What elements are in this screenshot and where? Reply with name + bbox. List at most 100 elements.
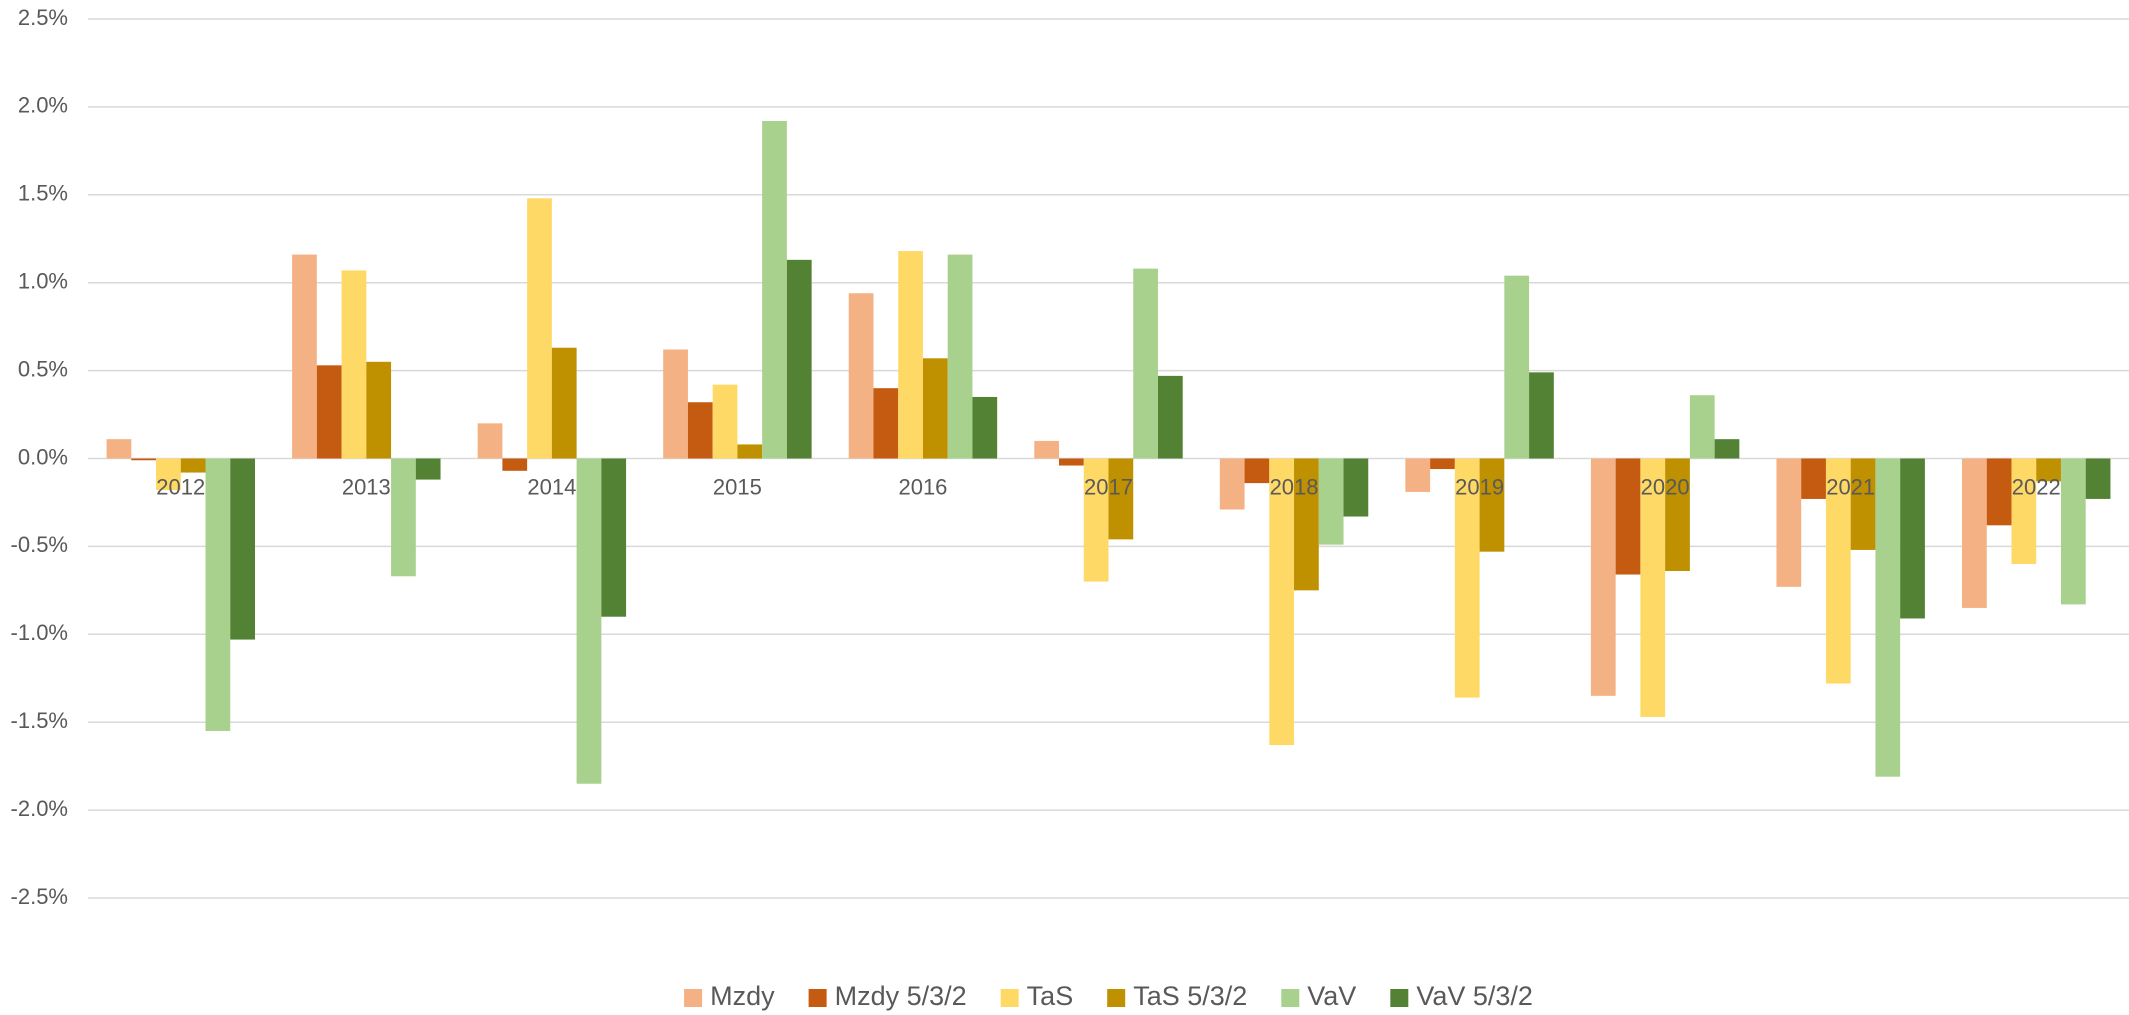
bar [1529,372,1554,459]
bar [106,439,132,459]
bar [873,388,899,459]
legend-swatch [1281,989,1300,1007]
bar [2085,458,2111,499]
legend-swatch [808,989,827,1007]
x-tick-label: 2018 [1270,474,1319,499]
bar [663,349,688,459]
legend-swatch [684,989,703,1007]
bar [1640,458,1666,717]
legend-swatch [1107,989,1126,1007]
legend: Mzdy Mzdy 5/3/2 TaS TaS 5/3/2 VaV VaV 5/3/2 [684,981,1533,1011]
bar [1454,458,1480,698]
y-tick-label: 0.5% [18,356,68,381]
bar [341,270,367,459]
bar [205,458,231,731]
bar [1294,458,1319,591]
bar [1665,458,1690,572]
bar [292,254,317,459]
legend-swatch [1000,989,1019,1007]
bar [366,361,392,459]
x-tick-label: 2017 [1084,474,1133,499]
bar [1850,458,1876,550]
x-tick-label: 2012 [156,474,205,499]
bar [1343,458,1369,517]
bar [2060,458,2086,605]
bar [1059,458,1084,466]
legend-swatch [1390,989,1409,1007]
bar [922,358,948,459]
bar [1615,458,1641,575]
bar [527,198,552,459]
bar [898,251,923,459]
x-tick-label: 2014 [527,474,576,499]
bar [1318,458,1344,545]
bar [1430,458,1455,470]
bar [848,293,874,459]
bar [551,347,577,459]
y-tick-label: -2.5% [11,884,68,909]
bar [1875,458,1901,777]
y-tick-label: -1.5% [11,708,68,733]
bar [415,458,441,480]
legend-label: Mzdy 5/3/2 [835,981,967,1011]
bar [947,254,973,459]
y-tick-label: -2.0% [11,796,68,821]
bar [762,120,787,459]
y-tick-label: 2.5% [18,5,68,30]
bar [972,396,998,459]
legend-label: TaS 5/3/2 [1133,981,1247,1011]
bar [1108,458,1134,540]
bar [601,458,627,617]
bar [1714,439,1740,459]
bar [1405,458,1431,492]
y-tick-label: 0.0% [18,444,68,469]
x-tick-label: 2013 [342,474,391,499]
legend-label: VaV [1307,981,1356,1011]
y-tick-label: 1.5% [18,181,68,206]
bar [230,458,255,640]
bar [576,458,602,784]
x-tick-label: 2021 [1826,474,1875,499]
bar [1986,458,2012,526]
legend-label: Mzdy [710,981,775,1011]
bar [131,458,157,461]
bar [1479,458,1505,552]
x-tick-label: 2020 [1641,474,1690,499]
y-tick-label: 2.0% [18,93,68,118]
bar [156,458,181,491]
bar [391,458,416,577]
bar [687,402,713,459]
bar [1133,268,1158,459]
legend-label: VaV 5/3/2 [1416,981,1533,1011]
bar [180,458,206,473]
x-tick-label: 2022 [2012,474,2061,499]
x-tick-label: 2015 [713,474,762,499]
y-tick-label: -1.0% [11,620,68,645]
bar [1962,458,1987,608]
bar [1219,458,1245,510]
bar [786,259,812,459]
bar [316,365,342,459]
bar [1244,458,1270,484]
y-tick-label: 1.0% [18,269,68,294]
bar [1034,440,1060,459]
x-tick-label: 2016 [898,474,947,499]
bar [737,444,763,459]
bar [1269,458,1295,746]
bar [502,458,528,471]
bar [1157,375,1183,459]
bar [1689,395,1715,459]
bar [477,423,503,459]
legend-label: TaS [1027,981,1074,1011]
bar [1083,458,1109,582]
bar [712,384,738,459]
bar [1825,458,1851,684]
bar [1801,458,1826,499]
bar [1590,458,1616,696]
bar [1504,275,1530,459]
bar [2011,458,2037,564]
bar [2036,458,2061,482]
bar [1776,458,1802,587]
bar [1900,458,1925,619]
